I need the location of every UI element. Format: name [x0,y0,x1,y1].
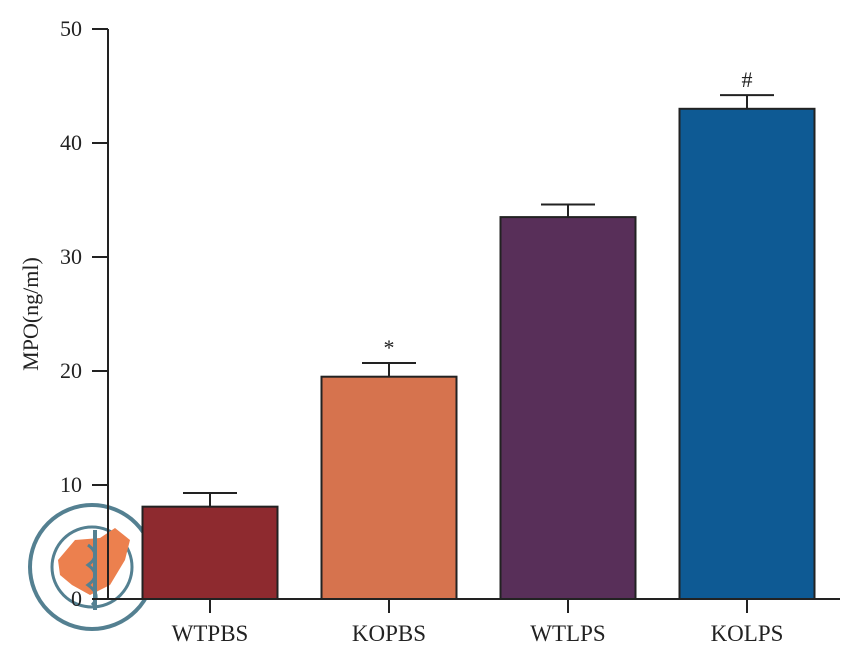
y-tick-label: 0 [71,586,82,611]
y-axis-label: MPO(ng/ml) [18,257,43,371]
bar-kopbs [320,375,458,601]
y-tick-label: 10 [60,472,82,497]
bar-kolps [678,107,816,601]
x-tick-label: KOPBS [352,621,426,646]
y-tick-label: 20 [60,358,82,383]
y-tick-label: 50 [60,16,82,41]
x-tick-label: WTLPS [530,621,605,646]
chinese-medical-association-logo [28,503,156,631]
significance-mark: * [384,335,395,360]
bar-wtlps [499,216,637,600]
y-tick-label: 30 [60,244,82,269]
x-tick-label: KOLPS [711,621,784,646]
bar-wtpbs [141,505,279,600]
x-tick-label: WTPBS [172,621,249,646]
significance-mark: # [742,67,753,92]
y-tick-label: 40 [60,130,82,155]
